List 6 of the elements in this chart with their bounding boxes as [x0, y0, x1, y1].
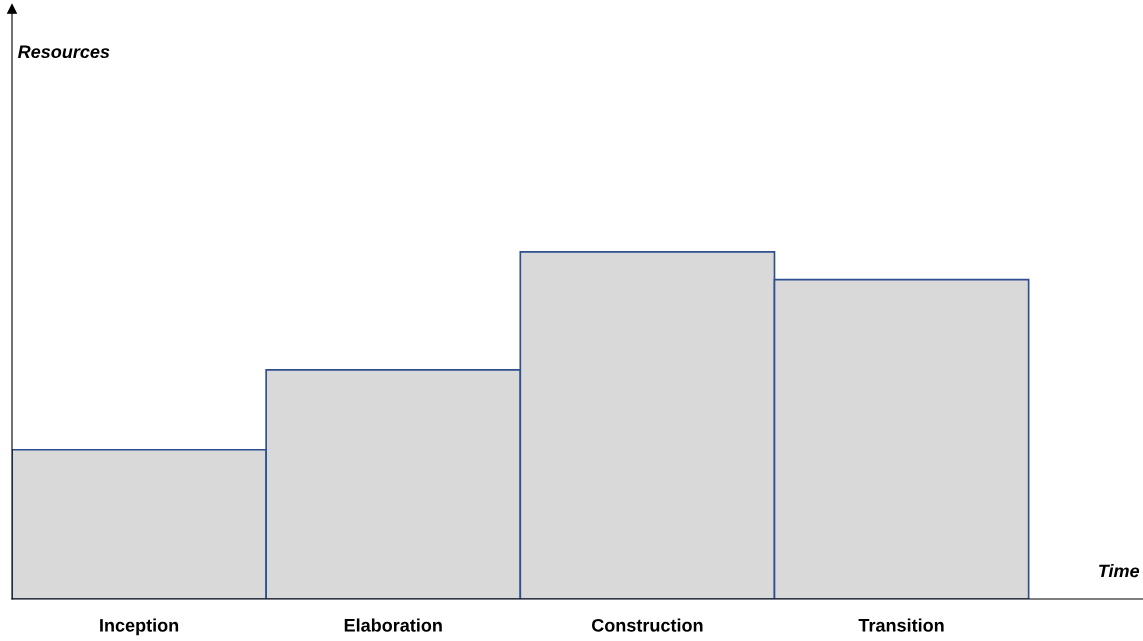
x-axis-title: Time: [1099, 564, 1140, 578]
x-tick-label: Inception: [100, 618, 179, 636]
x-tick-label: Transition: [858, 618, 944, 632]
x-tick-label: Construction: [591, 618, 703, 632]
text: Resources: [17, 45, 110, 59]
x-tick-label: Elaboration: [344, 618, 442, 632]
